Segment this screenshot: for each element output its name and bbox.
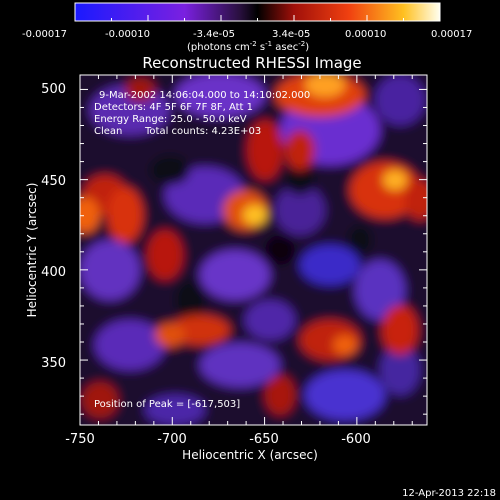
image-panel bbox=[79, 74, 428, 426]
y-axis-label: Heliocentric Y (arcsec) bbox=[25, 183, 39, 318]
energy-range-label: Energy Range: 25.0 - 50.0 keV bbox=[94, 114, 247, 125]
colorbar: -0.00017 -0.00010 -3.4e-05 3.4e-05 0.000… bbox=[22, 2, 472, 53]
x-tick-label-600: -600 bbox=[341, 432, 371, 447]
hxr-intensity-map bbox=[80, 75, 427, 425]
colorbar-unit-label: (photons cm-2 s-1 asec-2) bbox=[187, 40, 309, 53]
detectors-label: Detectors: 4F 5F 6F 7F 8F, Att 1 bbox=[94, 102, 253, 113]
colorbar-tick-label-0: -0.00017 bbox=[22, 29, 67, 40]
colorbar-tick-label-1: -0.00010 bbox=[105, 29, 150, 40]
x-tick-label-700: -700 bbox=[157, 432, 187, 447]
y-tick-label-400: 400 bbox=[41, 265, 66, 280]
total-counts-label: Total counts: 4.23E+03 bbox=[144, 126, 261, 137]
y-tick-label-450: 450 bbox=[41, 174, 66, 189]
y-tick-label-500: 500 bbox=[41, 82, 66, 97]
colorbar-tick-label-4: 0.00010 bbox=[345, 29, 386, 40]
colorbar-tick-label-5: 0.00017 bbox=[431, 29, 472, 40]
colorbar-tick-label-3: 3.4e-05 bbox=[272, 29, 310, 40]
x-tick-label-650: -650 bbox=[249, 432, 279, 447]
image-annotations: 9-Mar-2002 14:06:04.000 to 14:10:02.000 … bbox=[94, 90, 310, 410]
colorbar-tick-marks bbox=[74, 15, 441, 21]
colorbar-tick-label-2: -3.4e-05 bbox=[193, 29, 235, 40]
y-tick-label-350: 350 bbox=[41, 356, 66, 371]
peak-position-label: Position of Peak = [-617,503] bbox=[94, 399, 240, 410]
axis-tick-marks bbox=[79, 75, 427, 425]
time-range-label: 9-Mar-2002 14:06:04.000 to 14:10:02.000 bbox=[99, 90, 310, 101]
generation-timestamp: 12-Apr-2013 22:18 bbox=[402, 488, 496, 499]
plot-title: Reconstructed RHESSI Image bbox=[142, 54, 361, 72]
plot-frame bbox=[79, 74, 428, 426]
x-axis-label: Heliocentric X (arcsec) bbox=[182, 448, 318, 462]
x-tick-label-750: -750 bbox=[65, 432, 95, 447]
method-label: Clean bbox=[94, 126, 122, 137]
